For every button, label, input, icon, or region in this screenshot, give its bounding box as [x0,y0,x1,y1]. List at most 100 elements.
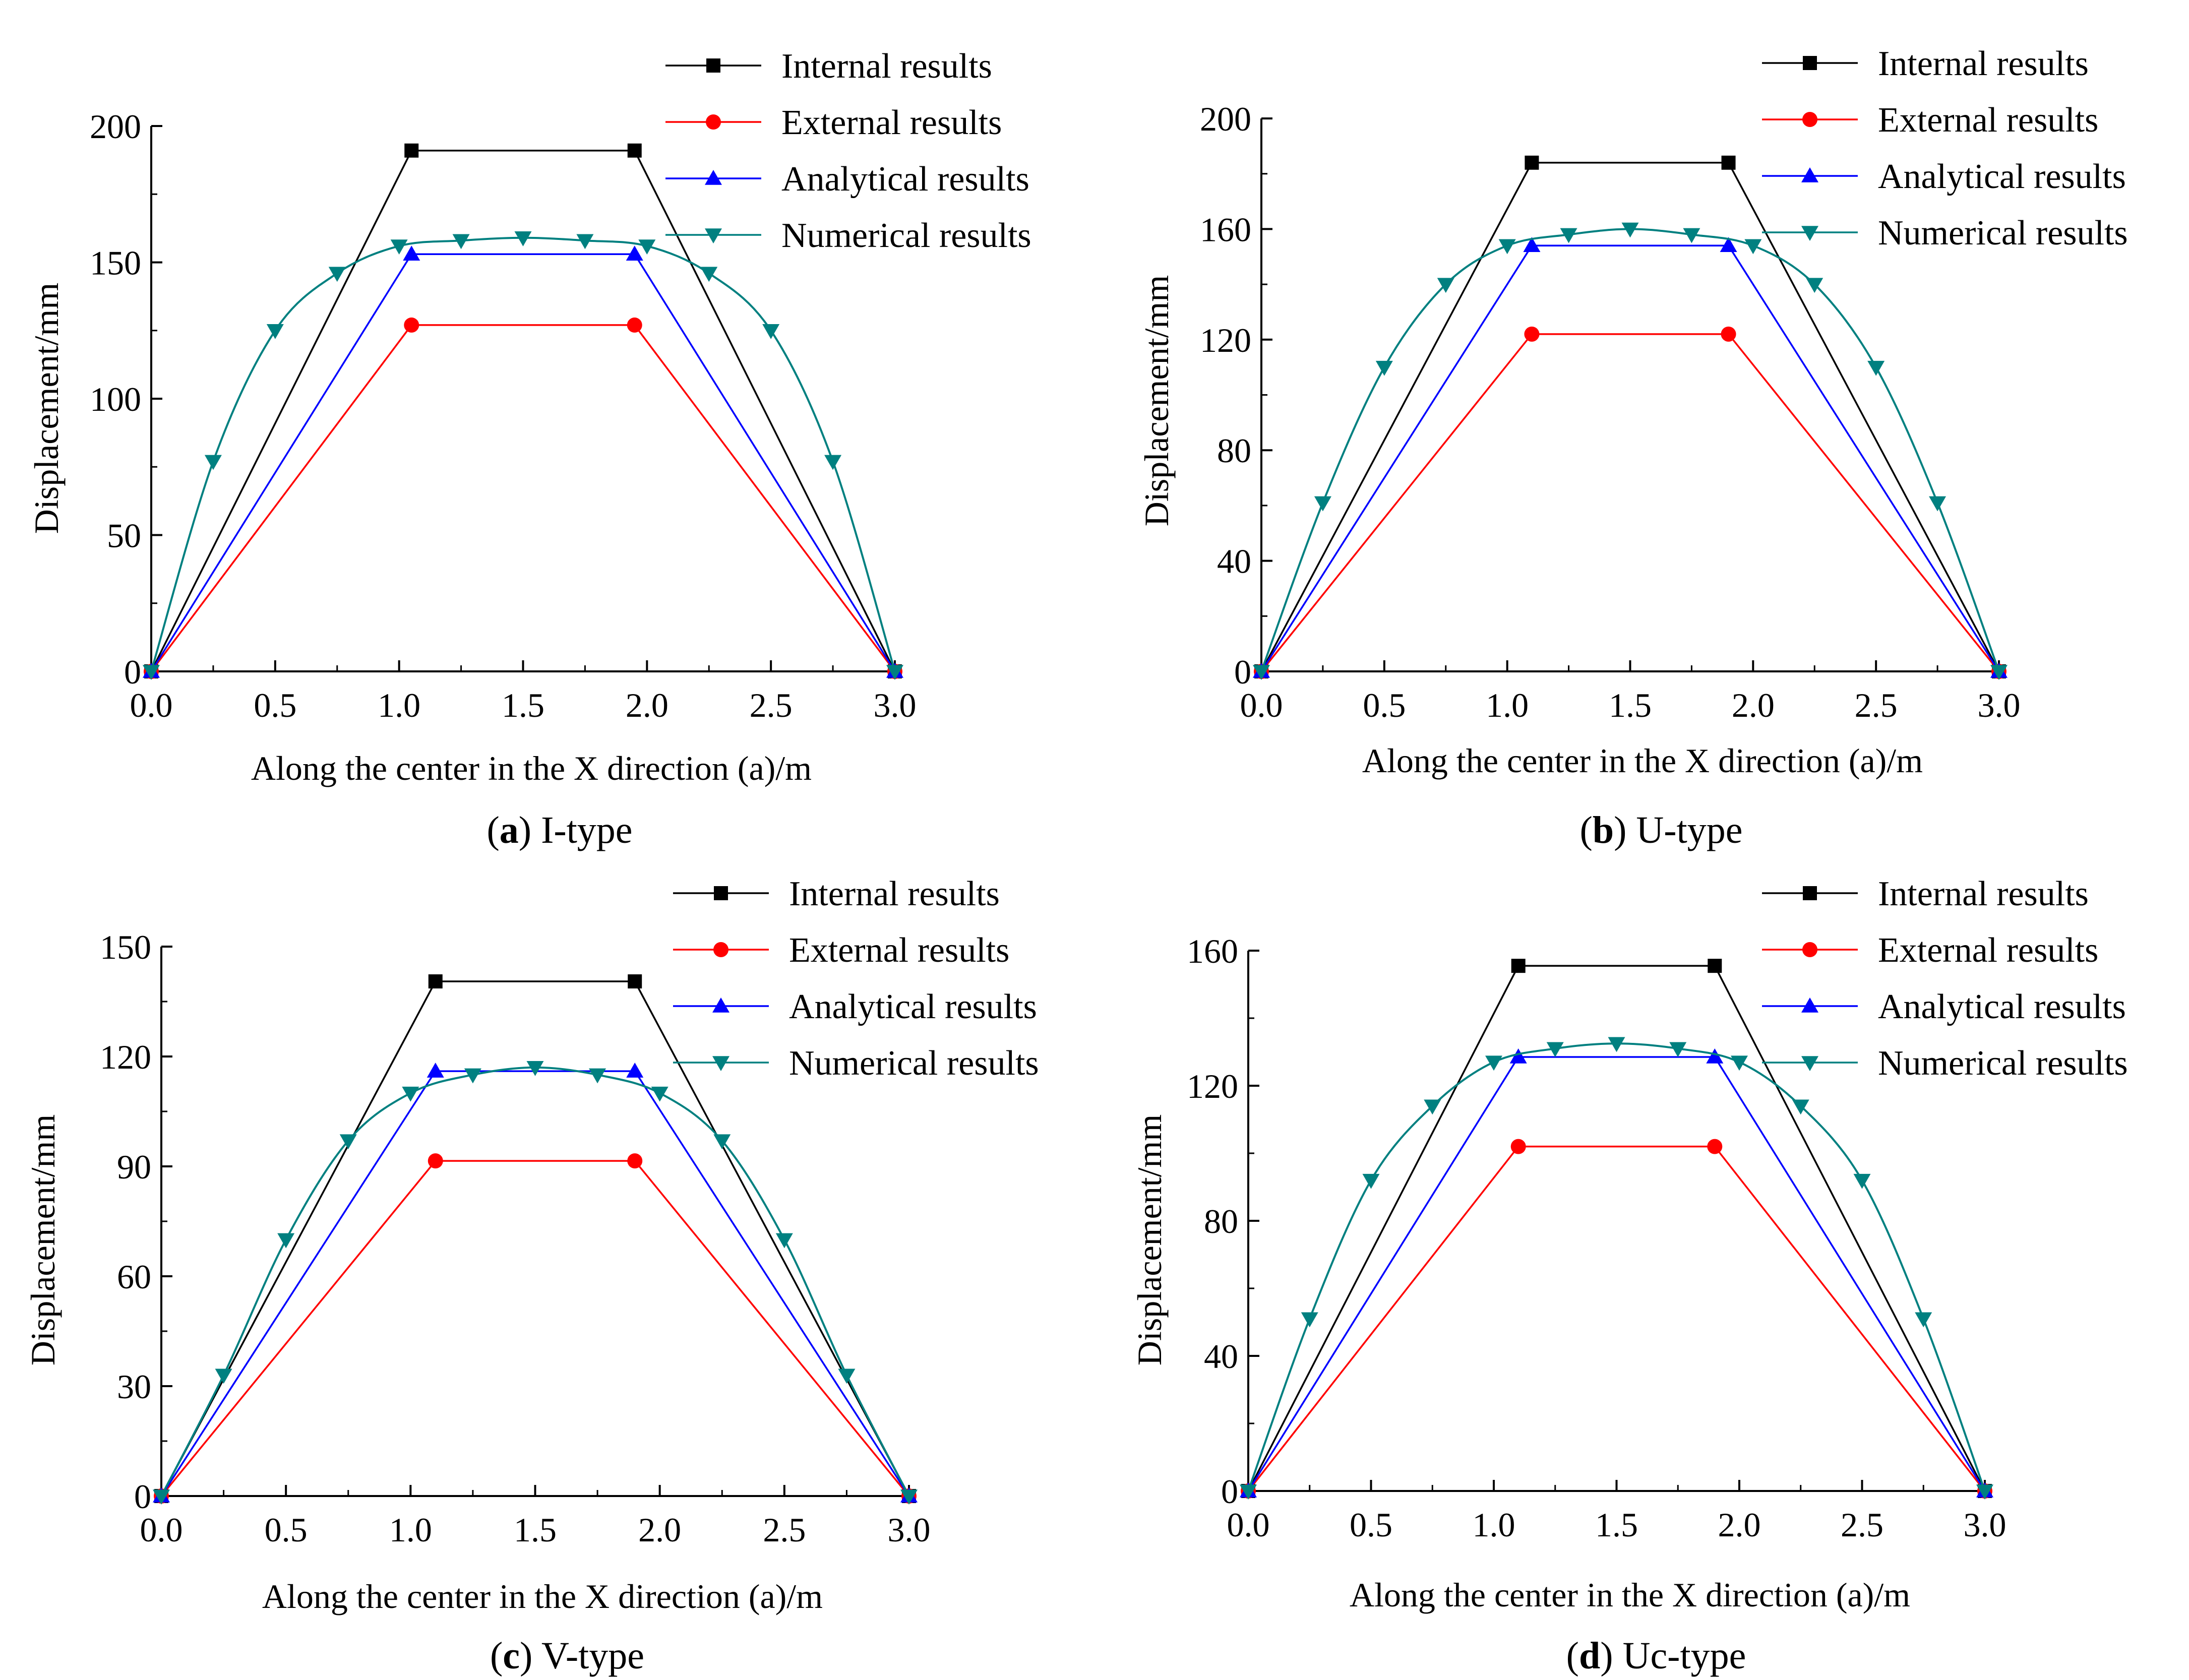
panel-d-legend: Internal results External results Analytic… [1762,875,2128,1083]
panel-c-point-numerical [775,1233,793,1249]
panel-a-x-tick-label: 2.5 [750,686,793,724]
panel-d-point-numerical [1976,1484,1993,1500]
panel-c-point-numerical [277,1233,295,1249]
panel-b-x-tick-label: 0.5 [1363,686,1406,724]
panel-d-point-internal [1511,959,1526,973]
panel-a-point-numerical [266,324,284,339]
panel-c-legend-label-external: External results [789,931,1009,970]
panel-a-point-external [404,317,419,333]
panel-c-legend: Internal results External results Analytic… [673,875,1039,1083]
panel-c-y-tick-label: 0 [134,1477,151,1516]
panel-b-y-tick-label: 40 [1217,542,1251,581]
panel-a-legend-label-internal: Internal results [781,47,992,86]
panel-b-ylabel: Displacement/mm [1137,275,1176,527]
panel-b-legend-label-numerical: Numerical results [1878,214,2128,253]
panel-b-x-tick-label: 3.0 [1978,686,2021,724]
panel-b-legend-label-analytical: Analytical results [1878,157,2126,196]
panel-c-point-numerical [713,1134,731,1150]
panel-a-xlabel: Along the center in the X direction (a)/… [251,749,812,787]
panel-b-series-external [1254,326,2006,679]
panel-b-point-internal [1525,155,1539,170]
panel-c-legend-label-analytical: Analytical results [789,987,1037,1026]
panel-d-y-tick-label: 40 [1204,1337,1238,1376]
panel-d-series-external [1241,1139,1992,1499]
panel-b-caption: (b) U-type [1580,809,1743,851]
panel-d-line-analytical [1247,1056,1986,1491]
panel-b-x-tick-label: 2.5 [1855,686,1898,724]
panel-a-legend: Internal results External results Analytic… [665,47,1031,255]
panel-b-point-external [1524,326,1540,342]
panel-a-ylabel: Displacement/mm [27,283,66,534]
panel-b-xlabel: Along the center in the X direction (a)/… [1362,741,1923,780]
panel-b-point-internal [1721,155,1736,170]
panel-b-point-numerical [1375,360,1393,376]
panel-d-caption-letter: d [1579,1635,1600,1677]
panel-b-point-numerical [1867,360,1885,376]
panel-d-y-tick-label: 0 [1221,1472,1238,1511]
panel-c-point-internal [628,974,642,989]
panel-c-legend-marker-analytical [712,998,729,1013]
panel-a-y-tick-label: 200 [90,107,141,146]
panel-d-point-numerical [1792,1099,1809,1115]
panel-b-x-tick-label: 1.0 [1486,686,1529,724]
panel-a-point-analytical [403,245,420,261]
panel-b-y-tick-label: 200 [1200,100,1251,138]
panel-a-x-tick-label: 0.0 [130,686,173,724]
panel-a-x-tick-label: 1.5 [502,686,544,724]
panel-d-x-tick-label: 1.5 [1595,1506,1638,1544]
panel-d-point-numerical [1485,1055,1502,1071]
panel-c-point-numerical [900,1489,918,1505]
panel-d-legend-label-numerical: Numerical results [1878,1044,2128,1083]
panel-c-x-tick-label: 0.0 [140,1511,183,1549]
panel-c-point-analytical [427,1063,444,1078]
panel-a-legend-label-external: External results [781,103,1002,142]
panel-a-y-tick-label: 100 [90,380,141,418]
panel-a-legend-label-analytical: Analytical results [781,160,1029,199]
panel-d: Displacement/mm Along the center in the … [1130,1114,1910,1677]
panel-c-y-tick-label: 90 [117,1148,151,1186]
panel-c-line-internal [160,980,910,1497]
panel-b-legend-label-external: External results [1878,101,2098,140]
panel-a-point-numerical [824,455,842,470]
panel-c-y-tick-label: 60 [117,1258,151,1296]
panel-d-caption-text: Uc-type [1613,1635,1746,1677]
panel-a-point-internal [627,143,642,158]
panel-c-xlabel: Along the center in the X direction (a)/… [262,1577,823,1615]
panel-d-x-tick-label: 1.0 [1473,1506,1515,1544]
panel-c-caption: (c) V-type [490,1635,644,1677]
panel-b-legend-marker-external [1802,112,1817,127]
panel-c-series-analytical [153,1063,918,1503]
panel-d-legend-marker-internal [1803,886,1817,900]
panel-a-point-numerical [143,665,160,680]
panel-b-x-tick-label: 1.5 [1609,686,1652,724]
panel-a-point-numerical [328,267,346,282]
panel-a-point-numerical [576,234,594,250]
panel-c-point-numerical [215,1368,232,1384]
panel-d-point-external [1707,1139,1723,1154]
panel-c: Displacement/mm Along the center in the … [24,1114,823,1677]
panel-a-series-external [144,317,902,679]
panel-b-caption-text: U-type [1626,809,1742,851]
panel-b-line-internal [1260,162,2000,672]
panel-d-point-numerical [1362,1173,1380,1189]
panel-a-plot: 0.0 0.5 1.0 1.5 2.0 2.5 3.0 0 50 100 150 200 Interna… [90,47,1031,724]
panel-b-point-numerical [1253,665,1270,680]
panel-d-point-external [1510,1139,1526,1154]
panel-c-series-external [154,1153,917,1504]
panel-d-y-tick-label: 120 [1187,1067,1238,1105]
panel-a-line-external [150,324,896,672]
panel-a-x-tick-label: 1.0 [378,686,420,724]
panel-c-point-numerical [651,1086,668,1102]
panel-a-caption-text: I-type [531,809,632,851]
panel-c-x-tick-label: 2.0 [638,1511,681,1549]
panel-a-x-tick-label: 3.0 [874,686,917,724]
panel-c-plot: 0.0 0.5 1.0 1.5 2.0 2.5 3.0 0 30 60 90 120 150 Intern… [100,875,1039,1549]
panel-b-line-external [1260,333,2000,672]
panel-d-legend-marker-numerical [1801,1056,1818,1071]
panel-d-x-tick-label: 2.5 [1841,1506,1883,1544]
panel-b-point-numerical [1560,228,1577,243]
panel-c-line-numerical [160,1066,910,1497]
panel-c-line-analytical [160,1070,910,1497]
panel-d-line-internal [1247,965,1986,1491]
panel-a-legend-marker-external [706,114,721,130]
